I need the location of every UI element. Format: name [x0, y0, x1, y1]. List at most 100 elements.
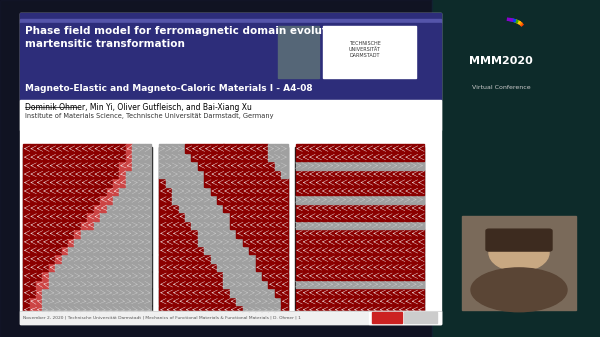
Bar [328, 246, 334, 254]
Bar [107, 178, 113, 187]
Bar [243, 212, 249, 221]
Bar [366, 229, 373, 238]
Bar [172, 272, 179, 280]
Bar [230, 255, 236, 263]
Bar [20, 20, 441, 23]
Bar [68, 263, 74, 271]
Bar [236, 204, 243, 212]
Bar [256, 161, 262, 170]
Bar [404, 204, 411, 212]
Bar [62, 170, 68, 178]
Bar [204, 306, 211, 314]
Bar [347, 297, 353, 305]
Bar [217, 280, 224, 288]
Bar [204, 153, 211, 161]
Bar [315, 238, 321, 246]
Bar [49, 280, 55, 288]
Bar [211, 263, 217, 271]
Bar [359, 221, 366, 229]
Bar [217, 153, 224, 161]
Bar [68, 170, 74, 178]
Bar [256, 272, 262, 280]
Bar [191, 204, 198, 212]
Bar [74, 212, 81, 221]
Bar [107, 263, 113, 271]
Bar [379, 161, 385, 170]
Bar [268, 187, 275, 195]
Bar [308, 263, 315, 271]
Bar [198, 161, 204, 170]
Bar [249, 246, 256, 254]
Bar [68, 178, 74, 187]
Bar [321, 178, 328, 187]
Bar [166, 288, 172, 297]
Bar [379, 306, 385, 314]
Bar [68, 161, 74, 170]
Bar [256, 288, 262, 297]
Bar [366, 153, 373, 161]
Bar [23, 153, 29, 161]
Bar [308, 204, 315, 212]
Bar [334, 161, 340, 170]
Bar [334, 306, 340, 314]
Bar [256, 263, 262, 271]
Bar [296, 187, 302, 195]
Bar [321, 170, 328, 178]
Bar [29, 263, 36, 271]
Bar [334, 195, 340, 204]
Bar [217, 246, 224, 254]
Bar [223, 297, 230, 305]
Bar [81, 306, 88, 314]
Bar [166, 204, 172, 212]
Bar [302, 187, 308, 195]
Bar [315, 145, 321, 153]
Bar [404, 306, 411, 314]
Bar [392, 161, 398, 170]
Bar [198, 306, 204, 314]
Bar [113, 178, 119, 187]
Bar [366, 255, 373, 263]
Bar [392, 255, 398, 263]
Bar [223, 212, 230, 221]
Bar [340, 178, 347, 187]
Bar [132, 195, 139, 204]
Bar [179, 221, 185, 229]
Bar [126, 306, 132, 314]
Bar [119, 195, 126, 204]
Bar [198, 263, 204, 271]
Bar [119, 238, 126, 246]
Bar [100, 221, 107, 229]
Bar [379, 170, 385, 178]
Bar [236, 288, 243, 297]
Bar [36, 229, 43, 238]
Bar [249, 204, 256, 212]
Bar [404, 153, 411, 161]
Bar [23, 195, 29, 204]
Bar [236, 187, 243, 195]
Bar [160, 246, 166, 254]
Bar [62, 145, 68, 153]
Bar [366, 178, 373, 187]
Text: Dominik Ohmer, Min Yi, Oliver Gutfleisch, and Bai-Xiang Xu: Dominik Ohmer, Min Yi, Oliver Gutfleisch… [25, 103, 252, 113]
Bar [328, 178, 334, 187]
Bar [315, 246, 321, 254]
Bar [256, 145, 262, 153]
Bar [23, 297, 29, 305]
Bar [139, 178, 145, 187]
Bar [308, 272, 315, 280]
Bar [139, 238, 145, 246]
Bar [373, 170, 379, 178]
Bar [296, 204, 302, 212]
Bar [328, 212, 334, 221]
Bar [308, 255, 315, 263]
Bar [139, 221, 145, 229]
Bar [55, 280, 62, 288]
Bar [268, 153, 275, 161]
Bar [126, 272, 132, 280]
Bar [49, 255, 55, 263]
Bar [281, 204, 287, 212]
Bar [418, 272, 424, 280]
Bar [359, 153, 366, 161]
Bar [87, 306, 94, 314]
Bar [359, 297, 366, 305]
